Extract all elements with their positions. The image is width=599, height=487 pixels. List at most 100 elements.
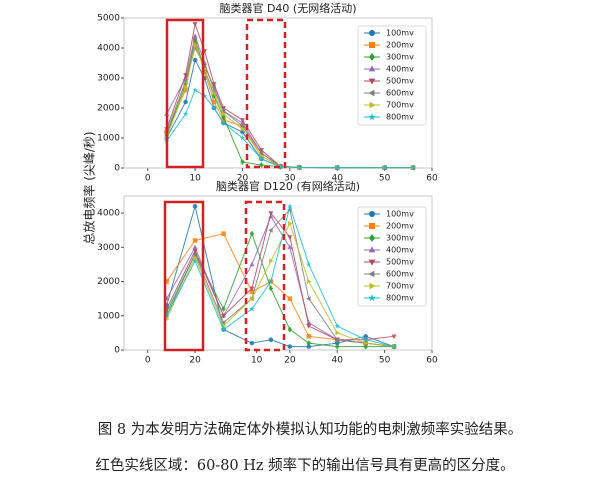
x-tick-label: 20 — [237, 174, 249, 184]
data-point — [334, 343, 340, 350]
x-tick-label: 50 — [379, 356, 391, 366]
y-tick-label: 4000 — [97, 209, 120, 219]
x-tick-label: 50 — [379, 174, 391, 184]
x-tick-label: 0 — [145, 356, 151, 366]
data-point — [410, 164, 416, 171]
highlight-box — [163, 200, 205, 352]
data-point — [192, 251, 197, 257]
series-line — [166, 208, 395, 348]
data-point — [362, 336, 369, 343]
legend-marker — [369, 223, 375, 229]
data-point — [381, 164, 388, 171]
legend-box — [357, 206, 427, 307]
data-point — [240, 126, 246, 132]
data-point — [268, 211, 274, 216]
y-tick-label: 0 — [114, 164, 120, 174]
data-point — [221, 305, 226, 312]
series-line — [166, 215, 395, 348]
data-point — [363, 334, 368, 339]
legend-marker — [369, 30, 375, 36]
highlight-box — [244, 200, 286, 352]
y-tick-label: 5000 — [97, 14, 120, 24]
data-point — [334, 323, 341, 329]
legend-label: 800mv — [386, 113, 414, 122]
y-tick-label: 0 — [114, 346, 120, 356]
caption-line: 图 8 为本发明方法确定体外模拟认知功能的电刺激频率实验结果。 — [98, 421, 522, 438]
data-point — [268, 227, 273, 233]
legend-marker — [369, 234, 375, 242]
data-point — [305, 261, 312, 267]
data-point — [192, 248, 198, 254]
data-point — [306, 344, 312, 349]
chart-title: 脑类器官 D120 (有网络活动) — [216, 179, 360, 193]
x-tick-label: 40 — [332, 174, 344, 184]
highlight-box — [165, 18, 205, 169]
legend-marker — [368, 65, 376, 72]
x-tick-label: 0 — [145, 174, 151, 184]
data-point — [268, 278, 274, 284]
data-point — [391, 334, 397, 340]
data-point — [363, 340, 369, 346]
data-point — [259, 162, 264, 168]
data-point — [287, 235, 293, 240]
data-point — [249, 340, 255, 346]
legend-marker — [369, 211, 375, 217]
data-point — [192, 57, 198, 63]
data-point — [192, 238, 198, 243]
data-point — [220, 313, 227, 319]
legend-label: 800mv — [386, 294, 414, 303]
legend-marker — [368, 78, 376, 85]
data-point — [220, 108, 226, 114]
data-point — [192, 203, 198, 209]
data-point — [212, 90, 217, 96]
data-point — [220, 120, 227, 126]
data-point — [192, 258, 198, 264]
data-point — [306, 324, 312, 329]
legend-label: 400mv — [386, 65, 414, 74]
data-point — [287, 344, 293, 349]
data-point — [192, 22, 198, 27]
data-point — [183, 84, 189, 90]
data-point — [306, 334, 312, 339]
data-point — [287, 203, 293, 209]
legend-marker — [369, 42, 375, 48]
data-point — [193, 42, 198, 48]
y-tick-label: 3000 — [97, 74, 120, 84]
y-axis-label: 总放电频率 (尖峰/秒) — [82, 131, 97, 244]
data-point — [183, 99, 188, 105]
data-point — [391, 343, 397, 349]
legend-marker — [368, 294, 376, 302]
series-line — [166, 212, 395, 341]
data-point — [182, 111, 189, 117]
data-point — [221, 111, 227, 117]
y-tick-label: 1000 — [97, 134, 120, 144]
data-point — [239, 118, 245, 123]
y-tick-label: 3000 — [97, 243, 120, 253]
data-point — [287, 244, 293, 250]
x-tick-label: 10 — [251, 356, 263, 366]
data-point — [334, 337, 340, 343]
series-line — [166, 204, 395, 348]
legend-label: 600mv — [386, 270, 414, 279]
data-point — [287, 296, 293, 301]
data-point — [163, 312, 170, 319]
data-point — [249, 305, 255, 312]
legend-marker — [369, 282, 376, 290]
y-tick-label: 2000 — [97, 277, 120, 287]
legend-marker — [369, 101, 376, 109]
legend-box — [357, 25, 427, 126]
legend-label: 600mv — [386, 89, 414, 98]
data-point — [192, 33, 198, 38]
data-point — [269, 258, 274, 264]
data-point — [201, 93, 208, 99]
data-point — [221, 231, 226, 236]
data-point — [288, 220, 293, 226]
data-point — [306, 279, 312, 285]
legend-label: 200mv — [386, 222, 414, 231]
legend-marker — [368, 259, 376, 266]
legend-label: 400mv — [386, 246, 414, 255]
legend-marker — [369, 53, 375, 61]
x-tick-label: 60 — [426, 356, 438, 366]
data-point — [193, 255, 198, 261]
